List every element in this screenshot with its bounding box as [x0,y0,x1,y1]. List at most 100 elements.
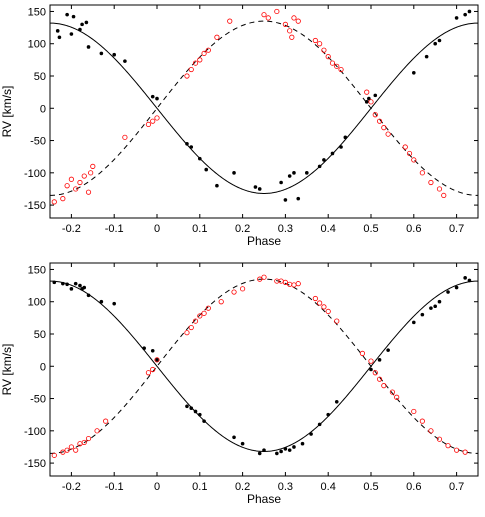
primary-rv-point [275,451,279,456]
y-tick-label: 150 [28,6,46,18]
primary-rv-point [155,96,159,101]
secondary-rv-point [205,305,211,311]
rv-panel-bottom: -0.2 -0.1 0 0.1 0.2 0.3 0.4 0.5 0.6 0.7 -150 -100 -5… [0,262,479,506]
secondary-rv-point [184,73,190,79]
secondary-rv-point [60,449,66,455]
primary-rv-point [69,32,74,36]
x-tick-label: 0.4 [321,481,336,493]
y-tick-label: 50 [34,329,46,341]
primary-rv-point [198,412,202,417]
secondary-rv-point [312,37,318,44]
primary-rv-point [52,280,57,285]
primary-rv-point [437,299,442,304]
secondary-rv-point [77,179,83,186]
primary-rv-point [82,285,87,290]
secondary-rv-point [257,276,263,282]
primary-model-curve [49,22,479,194]
secondary-rv-point [184,330,190,336]
primary-model-curve [49,280,479,452]
secondary-rv-point [51,199,57,205]
x-tick-label: 0.1 [192,481,207,493]
secondary-rv-point [325,54,331,60]
secondary-rv-point [197,57,203,63]
primary-rv-point [330,151,335,156]
secondary-rv-point [376,118,383,124]
primary-rv-point [73,281,78,286]
primary-rv-point [84,20,89,25]
x-tick-label: 0 [154,481,160,493]
secondary-rv-point [145,370,152,376]
primary-rv-point [437,38,442,43]
secondary-rv-point [295,281,301,287]
secondary-rv-point [205,47,211,53]
secondary-model-curve [49,20,479,196]
primary-rv-point [155,358,159,362]
primary-rv-point [189,145,194,149]
primary-rv-point [412,70,416,75]
secondary-rv-point [372,112,378,118]
secondary-rv-point [103,418,109,424]
primary-rv-point [322,158,326,162]
y-tick-label: 0 [40,361,46,373]
plot-frame [49,4,479,219]
secondary-rv-point [406,150,413,157]
x-tick-label: 0.7 [449,223,464,235]
primary-rv-point [279,180,283,185]
primary-rv-point [65,282,69,287]
primary-rv-point [296,196,301,201]
secondary-rv-point [64,183,70,189]
primary-rv-point [232,171,236,175]
x-tick-label: 0.2 [235,223,250,235]
primary-rv-point [204,167,209,172]
secondary-rv-point [192,60,199,66]
secondary-rv-point [227,18,233,24]
secondary-rv-point [68,444,75,450]
primary-rv-point [65,12,69,17]
y-tick-label: -100 [24,168,46,180]
secondary-rv-point [389,389,395,395]
y-tick-label: 100 [28,39,46,51]
primary-rv-point [185,404,189,409]
secondary-rv-point [85,435,92,442]
x-tick-label: 0.5 [363,223,378,235]
y-tick-label: 0 [40,103,46,115]
primary-rv-point [364,100,369,104]
primary-rv-point [78,27,82,32]
secondary-rv-point [68,176,75,182]
primary-rv-point [292,171,296,175]
secondary-rv-point [60,196,66,202]
primary-rv-point [463,12,467,17]
primary-rv-point [454,285,459,290]
secondary-rv-point [201,50,207,57]
primary-rv-point [189,406,194,411]
primary-rv-point [86,293,91,298]
x-tick-label: 0.4 [321,223,336,235]
primary-rv-point [257,187,262,191]
primary-rv-point [377,358,382,362]
primary-rv-point [283,447,288,451]
x-axis-label: Phase [247,492,281,506]
x-tick-label: 0.3 [278,223,293,235]
primary-rv-point [292,445,296,449]
secondary-rv-point [295,18,301,24]
secondary-rv-point [150,118,156,124]
primary-rv-point [300,441,305,446]
secondary-rv-point [261,274,267,280]
secondary-rv-point [240,286,246,292]
primary-rv-point [369,367,373,372]
secondary-rv-point [394,394,400,400]
secondary-rv-point [321,304,327,310]
y-tick-label: -100 [24,426,46,438]
y-tick-label: 50 [34,71,46,83]
primary-rv-point [112,52,116,57]
secondary-rv-point [364,89,370,95]
secondary-rv-point [197,313,203,319]
primary-rv-point [123,59,127,63]
secondary-rv-point [94,428,100,434]
primary-rv-point [150,348,155,353]
secondary-rv-point [154,357,160,363]
secondary-rv-point [282,21,288,27]
secondary-rv-point [81,439,87,446]
x-tick-label: -0.1 [105,223,124,235]
